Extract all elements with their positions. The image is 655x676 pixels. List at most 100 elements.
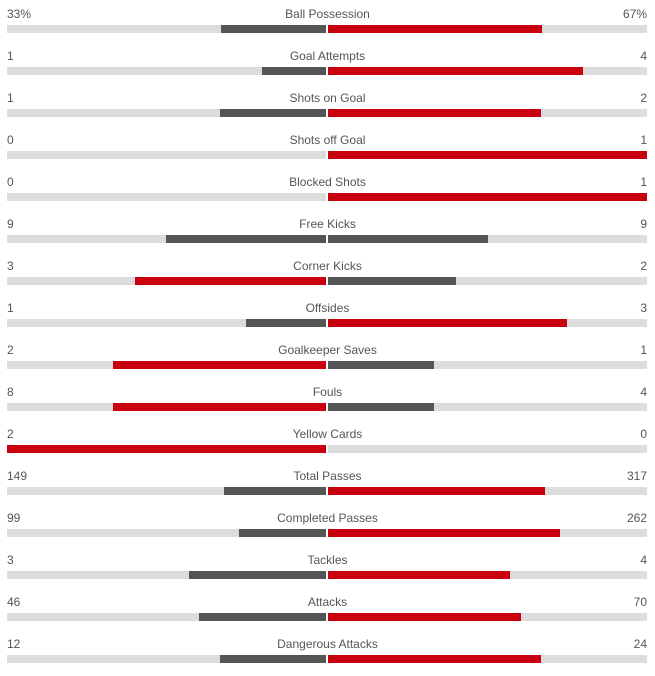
stat-name-label: Goal Attempts bbox=[289, 49, 366, 63]
away-value-label: 3 bbox=[640, 301, 647, 315]
away-bar-track bbox=[328, 67, 647, 75]
away-bar-track bbox=[328, 25, 647, 33]
away-bar-track bbox=[328, 655, 647, 663]
home-value-label: 0 bbox=[7, 133, 14, 147]
away-value-label: 24 bbox=[633, 637, 647, 651]
away-bar bbox=[328, 109, 541, 117]
home-bar bbox=[199, 613, 326, 621]
away-value-label: 4 bbox=[640, 385, 647, 399]
away-bar-track bbox=[328, 151, 647, 159]
away-bar-track bbox=[328, 361, 647, 369]
away-value-label: 1 bbox=[640, 343, 647, 357]
away-bar bbox=[328, 655, 541, 663]
away-bar-track bbox=[328, 487, 647, 495]
away-value-label: 4 bbox=[640, 553, 647, 567]
home-value-label: 8 bbox=[7, 385, 14, 399]
stat-row: 2 Goalkeeper Saves 1 bbox=[0, 340, 655, 382]
away-bar bbox=[328, 67, 583, 75]
home-bar bbox=[246, 319, 326, 327]
away-bar bbox=[328, 25, 542, 33]
stat-name-label: Completed Passes bbox=[277, 511, 378, 525]
away-bar-track bbox=[328, 277, 647, 285]
stat-name-label: Yellow Cards bbox=[292, 427, 363, 441]
away-value-label: 0 bbox=[640, 427, 647, 441]
away-bar bbox=[328, 529, 560, 537]
home-bar bbox=[113, 361, 326, 369]
home-bar bbox=[262, 67, 326, 75]
home-bar-track bbox=[7, 277, 326, 285]
home-value-label: 149 bbox=[7, 469, 28, 483]
away-bar-track bbox=[328, 109, 647, 117]
away-value-label: 9 bbox=[640, 217, 647, 231]
stat-row: 0 Shots off Goal 1 bbox=[0, 130, 655, 172]
away-bar-track bbox=[328, 529, 647, 537]
stat-row: 3 Corner Kicks 2 bbox=[0, 256, 655, 298]
stat-row: 99 Completed Passes 262 bbox=[0, 508, 655, 550]
stat-name-label: Shots off Goal bbox=[289, 133, 366, 147]
away-bar-track bbox=[328, 613, 647, 621]
home-bar-track bbox=[7, 571, 326, 579]
home-bar-track bbox=[7, 151, 326, 159]
stat-name-label: Dangerous Attacks bbox=[277, 637, 378, 651]
home-bar-track bbox=[7, 67, 326, 75]
stat-row: 12 Dangerous Attacks 24 bbox=[0, 634, 655, 676]
stat-name-label: Attacks bbox=[307, 595, 348, 609]
home-bar-track bbox=[7, 193, 326, 201]
home-bar bbox=[113, 403, 326, 411]
stat-row: 1 Offsides 3 bbox=[0, 298, 655, 340]
home-bar bbox=[221, 25, 326, 33]
home-bar-track bbox=[7, 487, 326, 495]
away-bar bbox=[328, 193, 647, 201]
home-bar bbox=[7, 445, 326, 453]
away-bar-track bbox=[328, 403, 647, 411]
away-value-label: 2 bbox=[640, 259, 647, 273]
stat-row: 149 Total Passes 317 bbox=[0, 466, 655, 508]
stat-name-label: Goalkeeper Saves bbox=[278, 343, 377, 357]
home-value-label: 12 bbox=[7, 637, 21, 651]
away-value-label: 2 bbox=[640, 91, 647, 105]
home-value-label: 99 bbox=[7, 511, 21, 525]
home-value-label: 9 bbox=[7, 217, 14, 231]
away-bar-track bbox=[328, 571, 647, 579]
stat-name-label: Fouls bbox=[312, 385, 343, 399]
stat-name-label: Ball Possession bbox=[285, 7, 370, 21]
away-bar bbox=[328, 319, 567, 327]
home-value-label: 2 bbox=[7, 343, 14, 357]
home-value-label: 46 bbox=[7, 595, 21, 609]
away-value-label: 317 bbox=[626, 469, 647, 483]
away-value-label: 262 bbox=[626, 511, 647, 525]
home-bar bbox=[135, 277, 326, 285]
home-bar-track bbox=[7, 109, 326, 117]
home-bar bbox=[239, 529, 326, 537]
home-bar-track bbox=[7, 319, 326, 327]
away-bar bbox=[328, 151, 647, 159]
home-bar-track bbox=[7, 235, 326, 243]
away-bar-track bbox=[328, 445, 647, 453]
stat-row: 1 Shots on Goal 2 bbox=[0, 88, 655, 130]
away-bar bbox=[328, 277, 456, 285]
stat-name-label: Blocked Shots bbox=[289, 175, 366, 189]
away-bar bbox=[328, 403, 434, 411]
home-value-label: 33% bbox=[7, 7, 32, 21]
away-value-label: 4 bbox=[640, 49, 647, 63]
home-value-label: 1 bbox=[7, 301, 14, 315]
stat-name-label: Tackles bbox=[307, 553, 348, 567]
home-value-label: 1 bbox=[7, 91, 14, 105]
home-bar bbox=[189, 571, 326, 579]
home-bar-track bbox=[7, 445, 326, 453]
away-bar bbox=[328, 361, 434, 369]
home-bar bbox=[224, 487, 326, 495]
stat-row: 0 Blocked Shots 1 bbox=[0, 172, 655, 214]
stat-name-label: Corner Kicks bbox=[293, 259, 362, 273]
stat-row: 46 Attacks 70 bbox=[0, 592, 655, 634]
away-bar bbox=[328, 571, 510, 579]
stat-name-label: Free Kicks bbox=[299, 217, 356, 231]
stat-row: 8 Fouls 4 bbox=[0, 382, 655, 424]
away-value-label: 1 bbox=[640, 133, 647, 147]
stat-row: 2 Yellow Cards 0 bbox=[0, 424, 655, 466]
home-bar bbox=[220, 655, 326, 663]
away-value-label: 67% bbox=[622, 7, 647, 21]
home-value-label: 1 bbox=[7, 49, 14, 63]
stat-row: 3 Tackles 4 bbox=[0, 550, 655, 592]
